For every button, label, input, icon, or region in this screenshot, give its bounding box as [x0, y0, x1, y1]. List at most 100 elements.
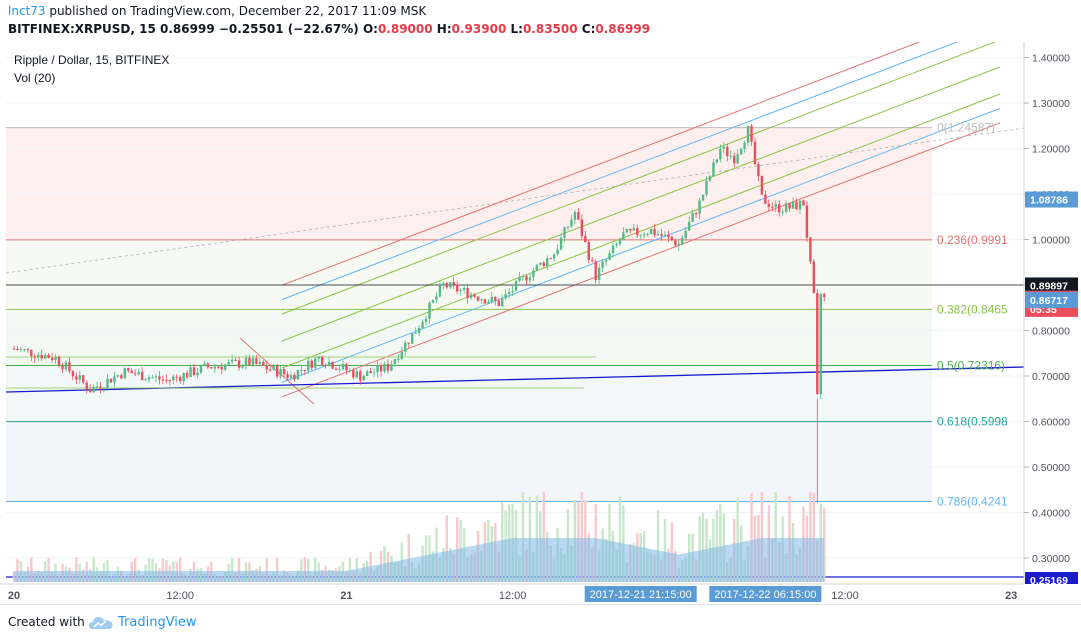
candle-body	[649, 229, 653, 234]
channel-line[interactable]	[281, 26, 1000, 301]
fib-labels: 0(1.24587) 0.236(0.9991 0.382(0.8465 0.5(0.…	[937, 121, 1008, 509]
channel-line[interactable]	[281, 66, 1001, 342]
candle-body	[206, 363, 210, 368]
price-tick-label: 1.30000	[1032, 98, 1070, 110]
volume-bar	[407, 533, 410, 582]
candle-body	[587, 242, 590, 261]
candle-body	[670, 236, 674, 241]
fib-retracement[interactable]	[6, 127, 932, 503]
price-axis[interactable]: 1.400001.300001.200001.100001.000000.900…	[1023, 42, 1081, 588]
candle-body	[50, 357, 54, 361]
candle-body	[23, 349, 26, 351]
candle-body	[386, 363, 390, 371]
symbol-interval: BITFINEX:XRPUSD, 15	[8, 22, 156, 36]
candle-body	[151, 377, 154, 379]
candle-body	[30, 349, 33, 357]
tradingview-cloud-icon[interactable]	[88, 614, 114, 632]
publish-line: lnct73 published on TradingView.com, Dec…	[8, 4, 426, 18]
candle-body	[539, 262, 542, 265]
candle-body	[282, 369, 286, 375]
price-change: −0.25501 (−22.67%)	[218, 22, 359, 36]
candle-body	[694, 212, 698, 215]
candle-body	[26, 349, 30, 351]
volume-bar	[580, 492, 584, 582]
volume-bar	[445, 515, 449, 582]
price-chart[interactable]: 0(1.24587) 0.236(0.9991 0.382(0.8465 0.5(0.…	[0, 0, 1081, 604]
candle-body	[133, 373, 137, 375]
candle-body	[535, 264, 539, 271]
price-label-box[interactable]	[1025, 277, 1078, 294]
legend-volume: Vol (20)	[14, 71, 55, 85]
candle-body	[307, 360, 310, 371]
author-link[interactable]: lnct73	[8, 4, 46, 18]
candle-body	[68, 362, 71, 372]
candle-body	[604, 259, 608, 262]
crosshair-time-box[interactable]	[584, 586, 697, 602]
candle-body	[275, 365, 279, 377]
candle-body	[258, 362, 262, 364]
candle-body	[757, 164, 760, 176]
candle-body	[383, 363, 386, 372]
channel-line[interactable]	[281, 107, 1001, 383]
candle-body	[788, 203, 791, 209]
candle-body	[438, 285, 442, 297]
candle-body	[705, 180, 708, 195]
tradingview-brand-link[interactable]: TradingView	[118, 615, 197, 630]
candle-body	[61, 365, 64, 370]
candle-body	[698, 200, 701, 215]
candle-body	[456, 284, 459, 292]
candle-body	[708, 176, 712, 181]
price-label-text: 1.08786	[1030, 195, 1068, 207]
candle-body	[819, 293, 822, 395]
crosshair-time-box[interactable]	[709, 586, 822, 602]
candle-body	[739, 148, 743, 155]
candle-body	[805, 205, 809, 238]
candle-body	[43, 354, 47, 359]
price-label-box[interactable]	[1025, 191, 1078, 208]
candle-body	[106, 378, 109, 388]
candle-body	[424, 318, 428, 322]
candle-body	[324, 364, 327, 366]
fib-level-label: 0.236(0.9991	[937, 233, 1008, 247]
channel-line[interactable]	[281, 40, 1000, 315]
candle-body	[414, 332, 417, 334]
candle-body	[660, 234, 663, 236]
price-tick-label: 0.50000	[1032, 462, 1070, 474]
candle-body	[64, 362, 68, 370]
channel-line[interactable]	[281, 93, 1001, 369]
candle-body	[365, 371, 369, 377]
open-label: O:	[362, 22, 378, 36]
time-tick-label: 12:00	[831, 590, 859, 602]
volume-bar	[774, 492, 777, 582]
low-value: 0.83500	[522, 22, 578, 36]
candle-body	[525, 276, 528, 281]
candle-body	[556, 249, 559, 255]
candle-body	[279, 369, 282, 377]
candle-body	[82, 375, 85, 383]
candle-body	[656, 234, 660, 236]
candle-body	[116, 375, 120, 377]
candle-body	[733, 155, 736, 164]
candle-body	[199, 365, 203, 373]
price-label-box[interactable]	[1025, 571, 1078, 588]
candle-body	[428, 302, 431, 319]
price-label-box[interactable]	[1025, 291, 1078, 308]
time-tick-label: 20	[8, 590, 20, 602]
candle-body	[320, 356, 324, 365]
price-label-text: 0.86717	[1030, 295, 1068, 307]
candle-body	[736, 154, 739, 164]
channel-line[interactable]	[281, 11, 1000, 286]
volume-bar	[823, 507, 826, 582]
candle-body	[210, 367, 213, 369]
candle-body	[192, 367, 196, 376]
candle-body	[421, 321, 424, 328]
volume-bar	[715, 510, 719, 582]
candle-body	[352, 370, 355, 378]
candle-body	[795, 201, 798, 210]
candle-body	[667, 234, 670, 237]
candle-body	[158, 376, 161, 380]
candle-body	[230, 359, 234, 362]
candle-body	[407, 342, 410, 344]
candle-body	[54, 356, 57, 361]
